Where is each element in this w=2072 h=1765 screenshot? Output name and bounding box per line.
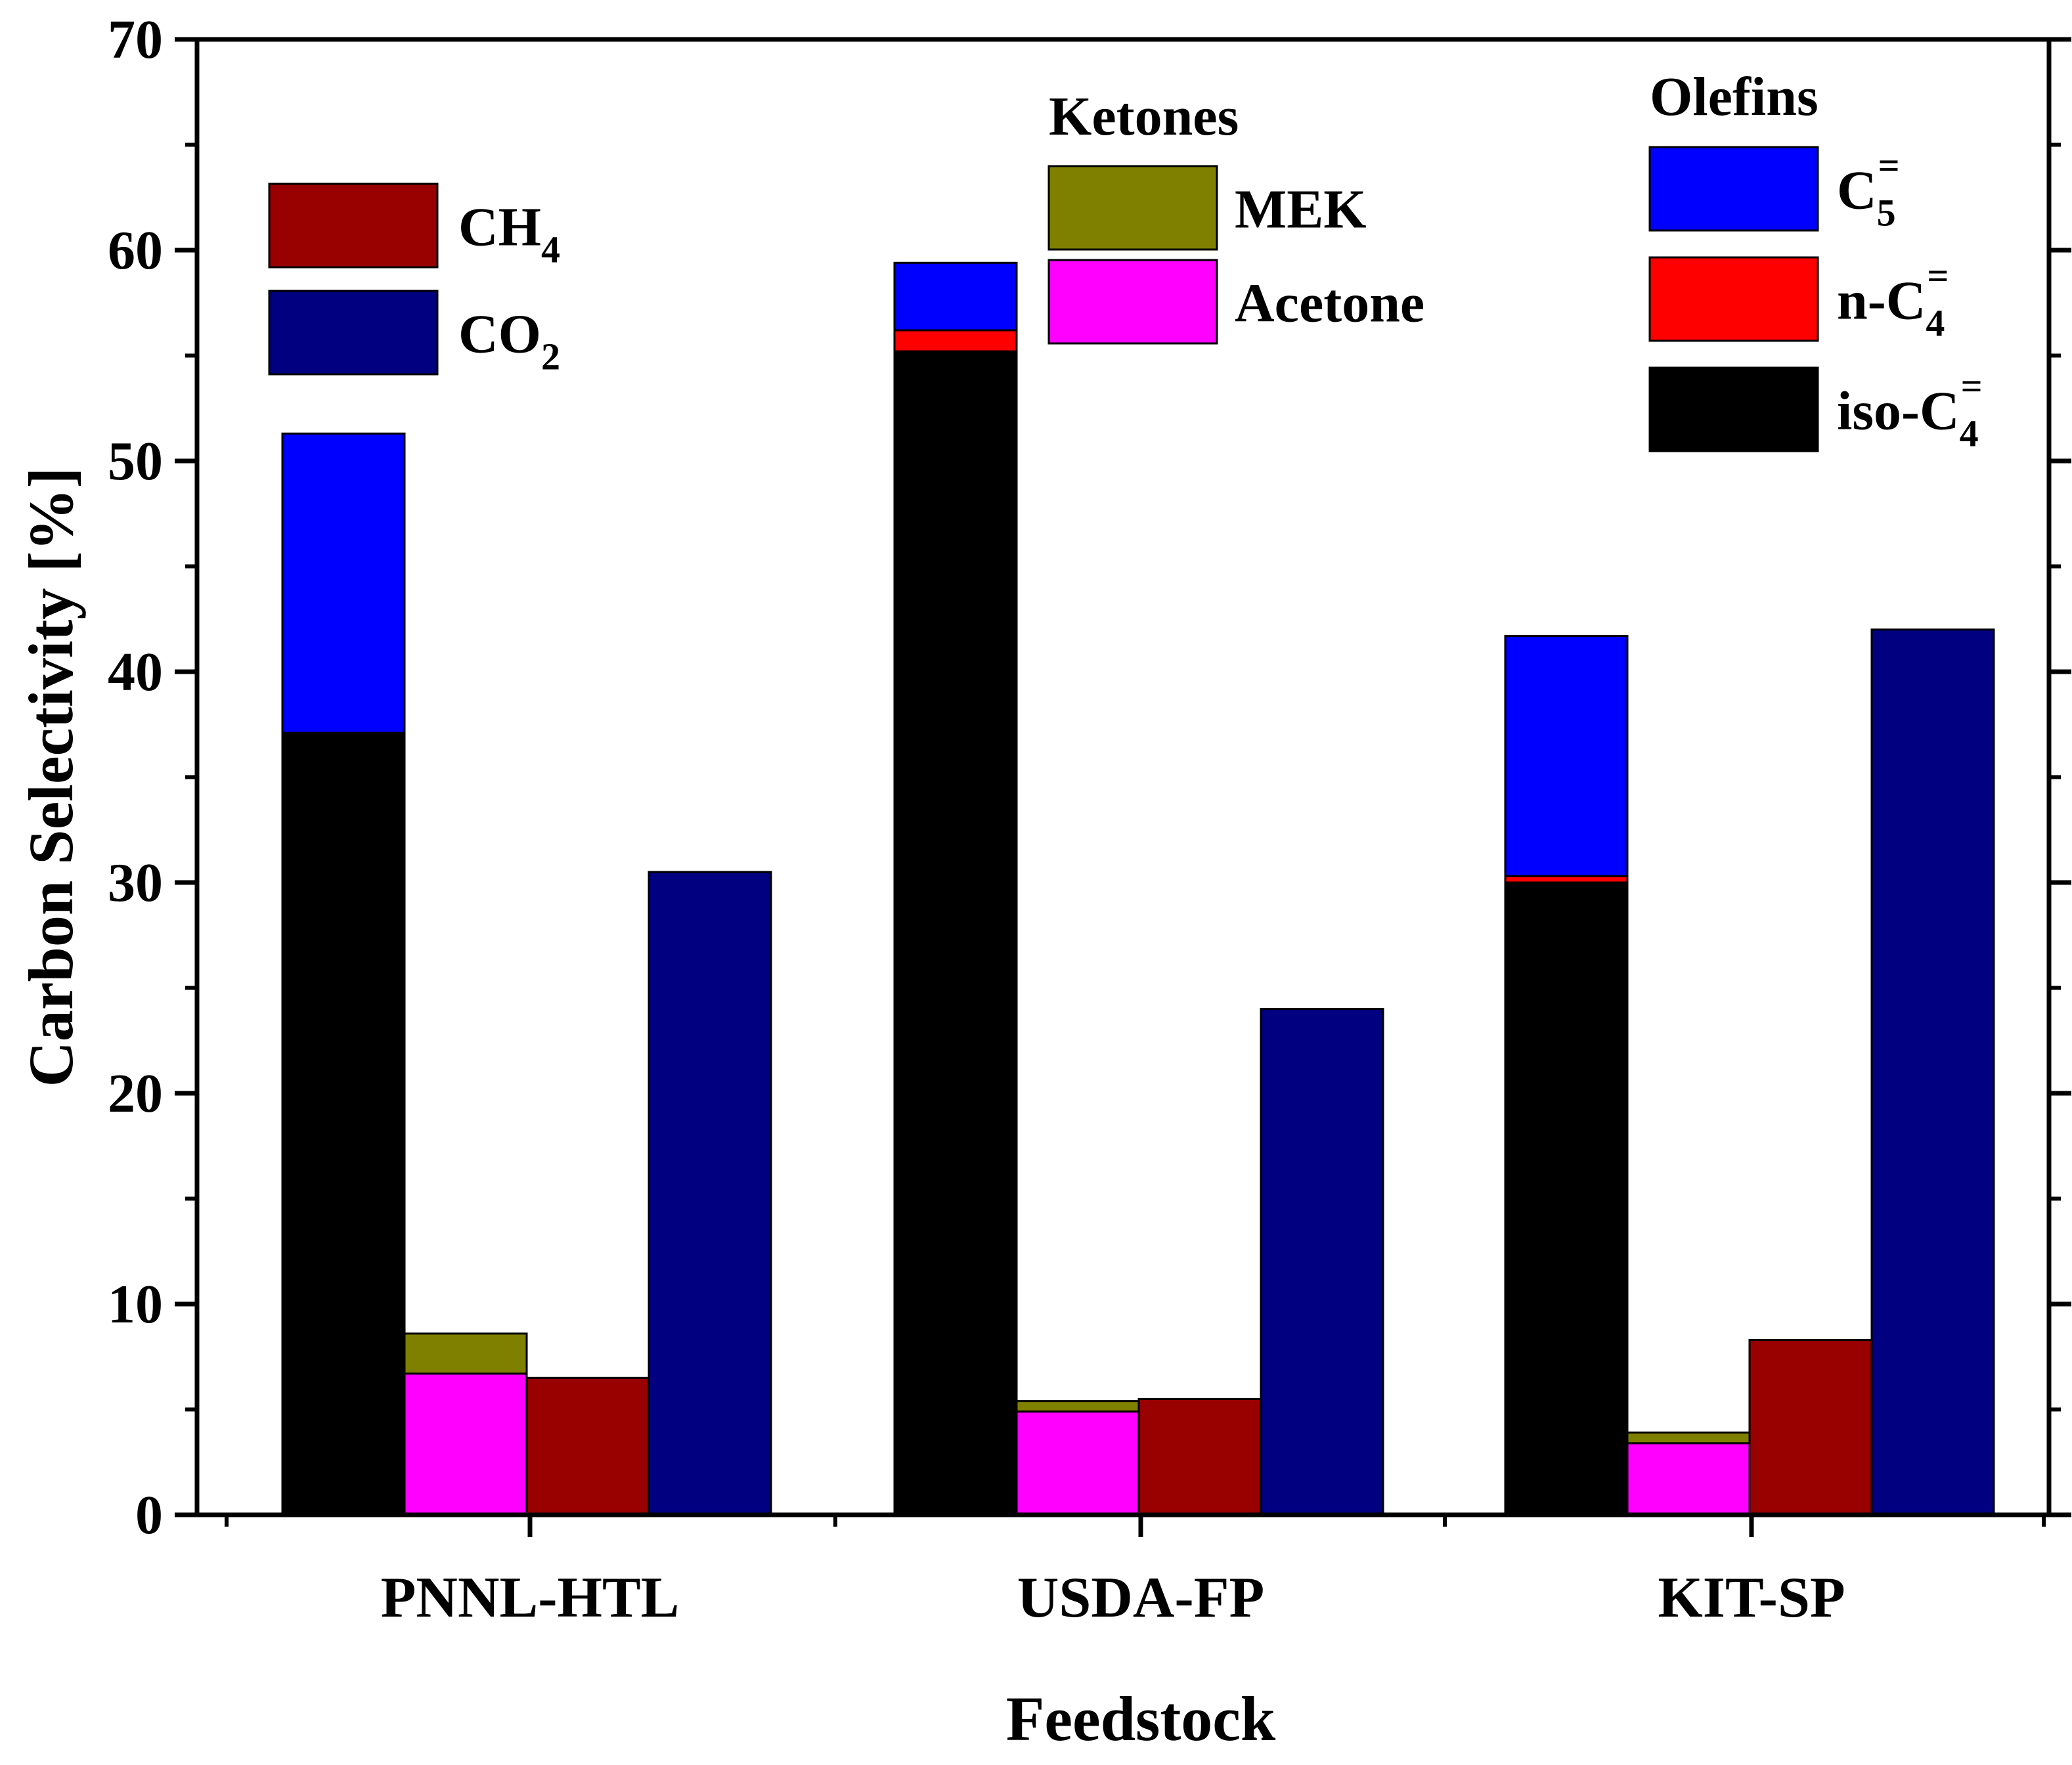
y-tick-label: 20: [108, 1063, 163, 1124]
y-tick-label: 30: [108, 852, 163, 913]
legend-top-center: Ketones MEK Acetone: [1047, 86, 1424, 345]
y-tick-label: 10: [108, 1274, 163, 1335]
bar-pnnl-htl-co2: [648, 871, 772, 1516]
bar-kit-sp-mek: [1626, 1431, 1751, 1445]
legend-label-acetone: Acetone: [1235, 273, 1424, 334]
bar-usda-fp-mek: [1015, 1400, 1140, 1413]
legends-layer: CH4CO2KetonesMEKAcetoneOlefinsC5=n-C4=is…: [268, 66, 1983, 455]
bars-layer: [281, 261, 1995, 1516]
legend-swatch-co2: [268, 290, 439, 376]
legend-heading-ketones: Ketones: [1049, 86, 1239, 147]
legend-swatch-n-c4-ene: [1648, 256, 1819, 342]
bar-pnnl-htl-mek: [403, 1332, 528, 1375]
ticks-layer: 0 10 20 30 40 50 60 70 PNNL-HTL USDA-FP KIT-SP: [108, 9, 2071, 1630]
bar-pnnl-htl-c5-ene: [281, 432, 406, 734]
bar-usda-fp-n-c4-ene: [893, 329, 1018, 353]
bar-usda-fp-acetone: [1015, 1410, 1140, 1516]
category-label-kit-sp: KIT-SP: [1658, 1566, 1845, 1630]
legend-label-c5-ene: C5=: [1837, 144, 1900, 234]
y-tick-label: 40: [108, 642, 163, 703]
y-axis-title: Carbon Selectivity [%]: [16, 468, 86, 1087]
bar-usda-fp-co2: [1260, 1008, 1384, 1516]
bar-pnnl-htl-iso-c4-ene: [281, 731, 406, 1516]
legend-label-mek: MEK: [1235, 179, 1367, 240]
legend-swatch-acetone: [1047, 259, 1218, 345]
legend-top-right: Olefins C5= n-C4= iso-C4=: [1648, 66, 1983, 455]
legend-label-n-c4-ene: n-C4=: [1837, 255, 1949, 345]
legend-swatch-iso-c4-ene: [1648, 366, 1819, 452]
category-label-usda-fp: USDA-FP: [1017, 1566, 1264, 1630]
bar-usda-fp-c5-ene: [893, 261, 1018, 332]
bar-usda-fp-iso-c4-ene: [893, 350, 1018, 1516]
legend-label-co2: CO2: [458, 304, 560, 378]
legend-heading-olefins: Olefins: [1650, 66, 1819, 127]
bar-pnnl-htl-ch4: [525, 1376, 650, 1516]
legend-label-ch4: CH4: [458, 197, 560, 271]
bar-kit-sp-acetone: [1626, 1442, 1751, 1516]
legend-swatch-ch4: [268, 183, 439, 269]
bar-kit-sp-ch4: [1748, 1339, 1873, 1516]
category-label-pnnl-htl: PNNL-HTL: [381, 1566, 680, 1630]
bar-kit-sp-c5-ene: [1504, 634, 1629, 877]
bar-pnnl-htl-acetone: [403, 1372, 528, 1516]
y-tick-label: 50: [108, 431, 163, 492]
y-tick-label: 0: [135, 1485, 163, 1546]
x-axis-title: Feedstock: [1006, 1684, 1276, 1754]
legend-label-iso-c4-ene: iso-C4=: [1837, 365, 1983, 455]
bar-usda-fp-ch4: [1137, 1397, 1262, 1516]
legend-swatch-mek: [1047, 165, 1218, 251]
y-tick-label: 60: [108, 220, 163, 281]
bar-kit-sp-iso-c4-ene: [1504, 881, 1629, 1516]
y-tick-label: 70: [108, 9, 163, 70]
bar-kit-sp-co2: [1870, 628, 1995, 1516]
legend-swatch-c5-ene: [1648, 146, 1819, 232]
